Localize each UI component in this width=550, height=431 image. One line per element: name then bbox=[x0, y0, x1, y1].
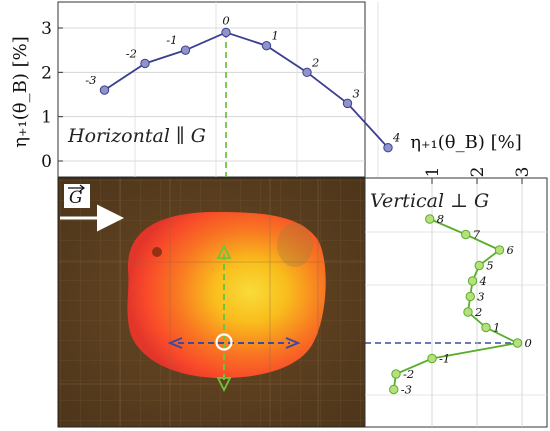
horizontal-scan-arrowhead-right bbox=[285, 337, 301, 349]
vertical-scan-arrowhead-bottom bbox=[216, 377, 232, 393]
beam-spot-shadow bbox=[277, 223, 313, 267]
right-tick-label: 1 bbox=[423, 167, 443, 178]
top-data-label: 1 bbox=[272, 29, 279, 43]
top-data-point bbox=[140, 58, 150, 69]
top-plot-ylabel: η₊₁(θ_B) [%] bbox=[10, 36, 31, 147]
top-data-label: 4 bbox=[392, 131, 400, 145]
right-data-point bbox=[463, 307, 473, 317]
right-data-label: 1 bbox=[493, 321, 500, 335]
right-data-point bbox=[481, 322, 491, 333]
right-plot-x-ticks: 1 2 3 bbox=[423, 167, 533, 184]
top-plot-grid bbox=[58, 2, 379, 177]
top-data-point bbox=[180, 45, 191, 55]
right-tick-label: 3 bbox=[513, 167, 533, 178]
top-data-label: 3 bbox=[353, 86, 360, 100]
right-plot-frame bbox=[364, 177, 548, 428]
top-data-label: 0 bbox=[222, 13, 229, 27]
right-data-label: 8 bbox=[437, 212, 444, 226]
top-plot-annotation: Horizontal ∥ G bbox=[67, 125, 206, 147]
right-data-label: -3 bbox=[401, 383, 412, 397]
right-series-line bbox=[392, 218, 521, 390]
right-data-label: 7 bbox=[473, 228, 481, 242]
right-data-label: 0 bbox=[525, 336, 532, 350]
photo-dark-speck bbox=[152, 247, 162, 257]
top-series-line bbox=[104, 31, 389, 149]
right-data-label: 3 bbox=[477, 290, 484, 304]
right-data-point bbox=[465, 291, 475, 302]
top-data-point bbox=[221, 27, 231, 38]
right-data-label: 6 bbox=[507, 243, 514, 257]
right-data-label: 5 bbox=[486, 259, 493, 273]
right-data-label: 4 bbox=[479, 274, 487, 288]
right-data-point bbox=[425, 214, 435, 224]
grating-vector-label: G bbox=[69, 188, 83, 208]
right-tick-label: 2 bbox=[468, 167, 488, 178]
top-plot-frame bbox=[57, 1, 366, 178]
right-data-point bbox=[391, 369, 401, 379]
top-data-point bbox=[342, 98, 353, 109]
right-data-point bbox=[461, 229, 471, 240]
right-data-point bbox=[512, 338, 523, 348]
top-tick-label: 1 bbox=[41, 108, 52, 128]
top-data-label: -3 bbox=[85, 73, 96, 87]
right-data-label: -1 bbox=[439, 352, 450, 366]
right-plot-annotation: Vertical ⊥ G bbox=[370, 190, 489, 212]
top-plot-y-ticks: 0 1 2 3 bbox=[41, 19, 63, 172]
top-tick-label: 2 bbox=[41, 63, 52, 83]
top-tick-label: 3 bbox=[41, 19, 52, 39]
beam-photo: G bbox=[57, 177, 366, 428]
top-data-label: -2 bbox=[126, 46, 137, 60]
top-data-point bbox=[99, 85, 110, 95]
right-plot-xlabel: η₊₁(θ_B) [%] bbox=[410, 132, 521, 153]
right-data-point bbox=[427, 353, 437, 364]
top-data-label: 2 bbox=[311, 55, 319, 69]
top-series-points: -3 -2 -1 0 1 2 3 4 bbox=[85, 13, 400, 153]
beam-spot bbox=[127, 212, 326, 378]
beam-center-marker bbox=[215, 333, 233, 351]
vertical-scan-arrowhead-top bbox=[216, 243, 232, 259]
right-data-label: 2 bbox=[474, 305, 482, 319]
grating-vector-label-arrow bbox=[68, 184, 85, 192]
top-data-point bbox=[261, 41, 272, 51]
right-data-point bbox=[474, 260, 484, 271]
top-data-label: -1 bbox=[166, 33, 177, 47]
top-plot: 0 1 2 3 η₊₁(θ_B) [%] Horizontal ∥ G -3 -2 -1 0… bbox=[10, 1, 400, 178]
top-data-point bbox=[383, 143, 393, 153]
right-data-point bbox=[467, 276, 478, 286]
right-data-label: -2 bbox=[403, 367, 414, 381]
top-tick-label: 0 bbox=[41, 152, 52, 172]
top-data-point bbox=[302, 67, 312, 78]
right-data-point bbox=[389, 384, 399, 395]
right-data-point bbox=[494, 245, 505, 255]
right-series-points: 8 7 654 321 0 -1 -2 -3 bbox=[389, 212, 532, 397]
horizontal-scan-arrowhead-left bbox=[167, 337, 183, 349]
